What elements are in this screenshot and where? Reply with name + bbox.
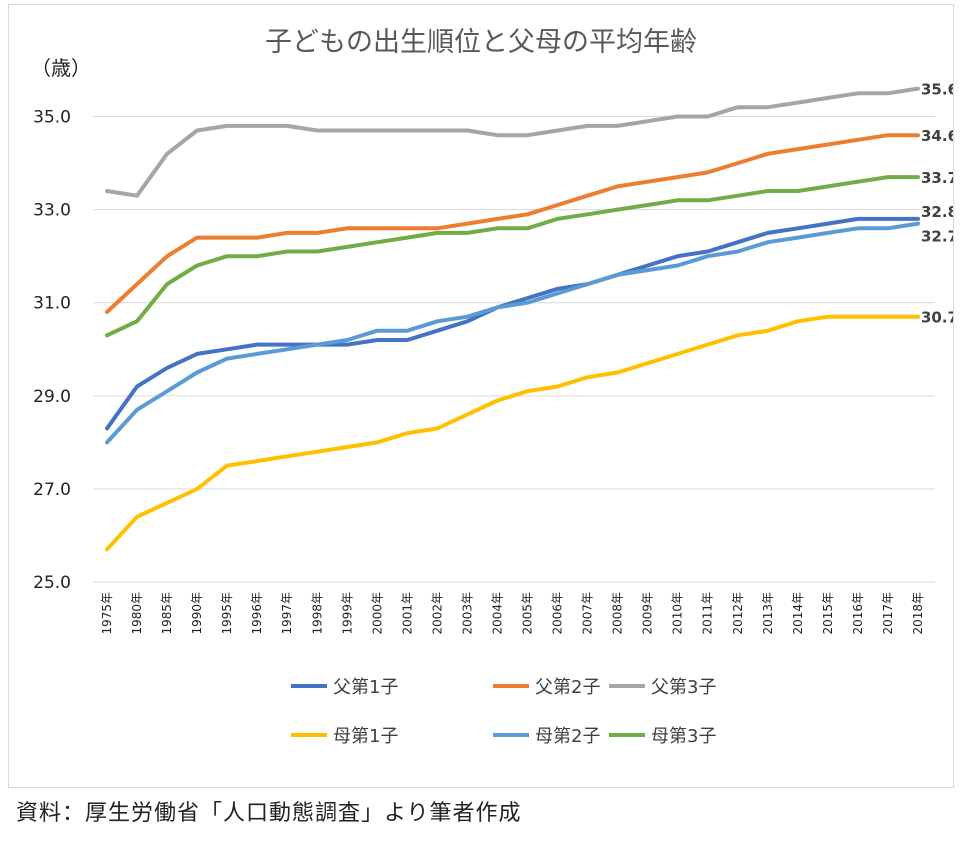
series-lines <box>105 86 920 552</box>
line-chart: 子どもの出生順位と父母の平均年齢 （歳） 25.0 27.0 29.0 31.0 33.… <box>31 27 953 747</box>
chart-title: 子どもの出生順位と父母の平均年齢 <box>265 27 697 58</box>
x-tick-label: 2001年 <box>400 592 414 635</box>
source-note: 資料：厚生労働省「人口動態調査」より筆者作成 <box>16 801 522 826</box>
x-tick-label: 2010年 <box>671 592 685 635</box>
x-tick-label: 1995年 <box>220 592 234 635</box>
x-tick-label: 2012年 <box>731 592 745 635</box>
chart-frame: 子どもの出生順位と父母の平均年齢 （歳） 25.0 27.0 29.0 31.0 33.… <box>8 4 954 788</box>
y-tick-label: 35.0 <box>33 108 71 128</box>
x-tick-label: 2007年 <box>581 592 595 635</box>
x-tick-label: 2013年 <box>761 592 775 635</box>
y-axis-label: （歳） <box>31 56 91 80</box>
end-label-母第3子: 33.7 <box>921 169 953 187</box>
legend-label-母第2子: 母第2子 <box>535 726 600 747</box>
x-tick-label: 1998年 <box>310 592 324 635</box>
end-label-母第2子: 32.7 <box>921 228 953 246</box>
series-line-母第2子 <box>105 221 920 445</box>
x-tick-label: 1990年 <box>190 592 204 635</box>
series-line-父第1子 <box>105 216 920 431</box>
series-line-母第1子 <box>105 314 920 552</box>
series-line-母第3子 <box>105 175 920 338</box>
y-axis-ticks: 25.0 27.0 29.0 31.0 33.0 35.0 <box>33 108 71 593</box>
x-tick-label: 1975年 <box>100 592 114 635</box>
x-tick-label: 2008年 <box>611 592 625 635</box>
y-tick-label: 31.0 <box>33 294 71 314</box>
x-tick-label: 2011年 <box>701 592 715 635</box>
x-tick-label: 2005年 <box>521 592 535 635</box>
series-line-父第2子 <box>105 133 920 314</box>
x-tick-label: 2017年 <box>881 592 895 635</box>
x-tick-label: 2000年 <box>370 592 384 635</box>
x-tick-label: 1999年 <box>340 592 354 635</box>
x-tick-label: 1997年 <box>280 592 294 635</box>
y-tick-label: 25.0 <box>33 573 71 593</box>
end-label-父第3子: 35.6 <box>921 81 953 99</box>
series-line-父第3子 <box>105 86 920 198</box>
y-tick-label: 27.0 <box>33 480 71 500</box>
end-label-父第1子: 32.8 <box>921 203 953 221</box>
x-tick-label: 2003年 <box>460 592 474 635</box>
y-tick-label: 29.0 <box>33 387 71 407</box>
end-label-父第2子: 34.6 <box>921 127 953 145</box>
x-tick-label: 2002年 <box>430 592 444 635</box>
x-tick-label: 2015年 <box>821 592 835 635</box>
end-label-母第1子: 30.7 <box>921 309 953 327</box>
x-tick-label: 2016年 <box>851 592 865 635</box>
legend-label-父第2子: 父第2子 <box>535 677 600 698</box>
legend-label-父第1子: 父第1子 <box>333 677 398 698</box>
y-tick-label: 33.0 <box>33 201 71 221</box>
x-axis-ticks: 1975年 1980年 1985年 1990年 1995年 1996年 1997年 1998年… <box>100 592 925 635</box>
x-tick-label: 1996年 <box>250 592 264 635</box>
legend-label-母第3子: 母第3子 <box>651 726 716 747</box>
x-tick-label: 2014年 <box>791 592 805 635</box>
legend-label-母第1子: 母第1子 <box>333 726 398 747</box>
x-tick-label: 1980年 <box>130 592 144 635</box>
legend-label-父第3子: 父第3子 <box>651 677 716 698</box>
end-labels: 32.8 34.6 35.6 30.7 32.7 33.7 <box>921 81 953 327</box>
x-tick-label: 2009年 <box>641 592 655 635</box>
x-tick-label: 2018年 <box>911 592 925 635</box>
x-tick-label: 1985年 <box>160 592 174 635</box>
x-tick-label: 2004年 <box>490 592 504 635</box>
x-tick-label: 2006年 <box>551 592 565 635</box>
